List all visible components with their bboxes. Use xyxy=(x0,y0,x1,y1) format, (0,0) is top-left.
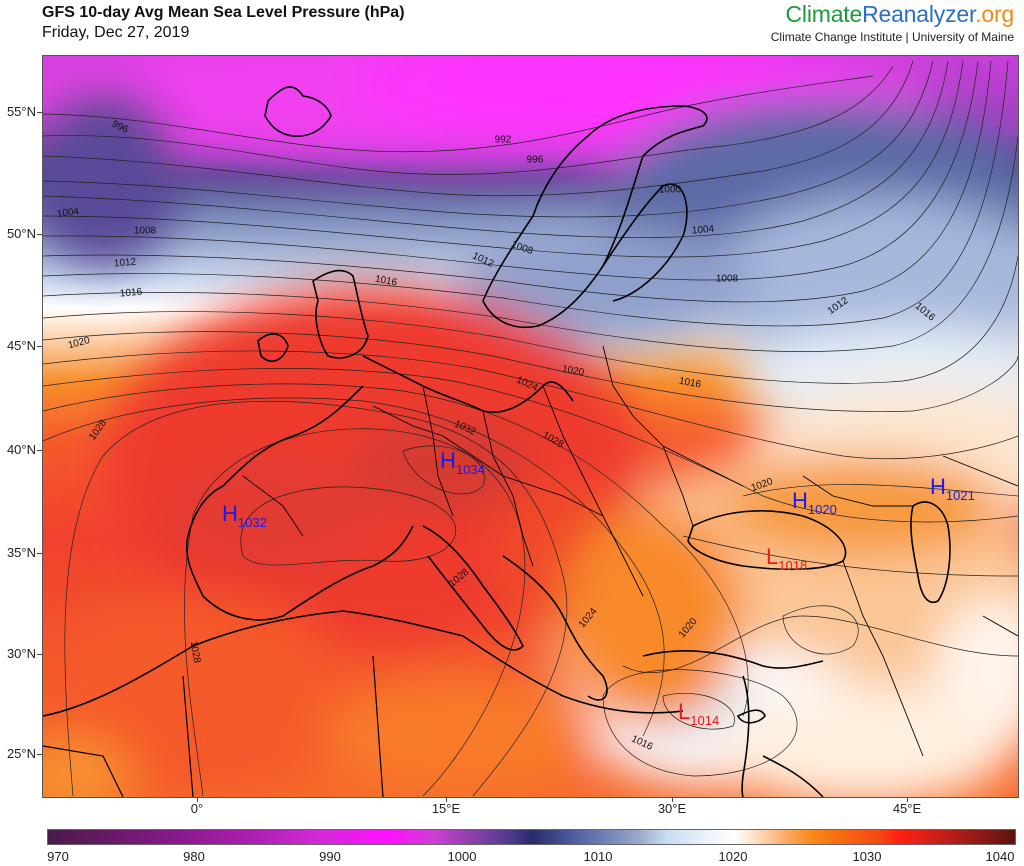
colorbar-tick-label: 980 xyxy=(183,849,205,864)
latitude-tick-mark xyxy=(37,346,42,347)
latitude-tick-mark xyxy=(37,234,42,235)
isobar-value-label: 1016 xyxy=(374,274,398,289)
pressure-system-value: 1032 xyxy=(237,515,267,530)
isobar-value-label: 1012 xyxy=(113,257,137,270)
high-pressure-label: H1034 xyxy=(440,448,485,477)
colorbar-tick-label: 1020 xyxy=(718,849,748,864)
longitude-tick-label: 45°E xyxy=(892,801,922,816)
low-pressure-label: L1018 xyxy=(766,544,808,573)
colorbar-tick-label: 1030 xyxy=(852,849,882,864)
pressure-map: 996 992 996 1000 1004 1004 1008 1008 1008 1012 101… xyxy=(42,55,1019,798)
isobar-value-label: 1000 xyxy=(659,185,682,196)
isobar-value-label: 1016 xyxy=(678,376,702,391)
brand-subtitle: Climate Change Institute | University of… xyxy=(770,30,1014,44)
isobar-value-label: 1016 xyxy=(119,287,143,300)
pressure-system-value: 1034 xyxy=(455,462,485,477)
latitude-tick-mark xyxy=(37,654,42,655)
latitude-tick-mark xyxy=(37,112,42,113)
isobar-value-label: 992 xyxy=(495,135,512,146)
pressure-system-type: H xyxy=(440,448,456,473)
pressure-system-type: H xyxy=(792,488,808,513)
longitude-tick-mark xyxy=(197,797,198,802)
latitude-tick-label: 45°N xyxy=(6,338,36,353)
map-date: Friday, Dec 27, 2019 xyxy=(42,24,190,41)
longitude-tick-mark xyxy=(446,797,447,802)
colorbar-tick-label: 990 xyxy=(319,849,341,864)
pressure-system-value: 1021 xyxy=(945,488,975,503)
isobar-value-label: 1020 xyxy=(561,364,585,379)
pressure-system-value: 1020 xyxy=(807,502,837,517)
colorbar-tick-label: 970 xyxy=(47,849,69,864)
high-pressure-label: H1032 xyxy=(222,501,267,530)
brand-logo[interactable]: ClimateReanalyzer.org xyxy=(785,1,1015,28)
pressure-system-type: H xyxy=(222,501,238,526)
colorbar-tick-label: 1010 xyxy=(583,849,613,864)
latitude-tick-label: 55°N xyxy=(6,104,36,119)
latitude-tick-label: 30°N xyxy=(6,646,36,661)
isobar-value-label: 1028 xyxy=(188,640,203,664)
pressure-system-type: H xyxy=(930,474,946,499)
isobar-value-label: 1004 xyxy=(56,206,80,220)
isobar-value-label: 996 xyxy=(527,155,544,166)
latitude-tick-label: 50°N xyxy=(6,226,36,241)
high-pressure-label: H1021 xyxy=(930,474,975,503)
longitude-tick-label: 30°E xyxy=(657,801,687,816)
latitude-tick-label: 25°N xyxy=(6,746,36,761)
latitude-tick-mark xyxy=(37,553,42,554)
map-title: GFS 10-day Avg Mean Sea Level Pressure (… xyxy=(42,4,405,21)
brand-part-org: .org xyxy=(975,1,1014,27)
latitude-tick-label: 35°N xyxy=(6,545,36,560)
longitude-tick-mark xyxy=(672,797,673,802)
longitude-tick-label: 15°E xyxy=(431,801,461,816)
pressure-colorbar xyxy=(47,829,1016,845)
longitude-tick-mark xyxy=(907,797,908,802)
pressure-system-type: L xyxy=(678,699,691,724)
country-borders xyxy=(242,345,1018,757)
low-pressure-label: L1014 xyxy=(678,699,720,728)
latitude-tick-mark xyxy=(37,754,42,755)
pressure-system-value: 1014 xyxy=(690,713,720,728)
coastlines xyxy=(43,86,951,797)
brand-part-climate: Climate xyxy=(785,1,863,27)
isobar-value-label: 1008 xyxy=(134,226,157,237)
longitude-tick-label: 0° xyxy=(190,801,204,816)
isobar-value-label: 1004 xyxy=(691,224,715,237)
pressure-system-type: L xyxy=(766,544,779,569)
high-pressure-label: H1020 xyxy=(792,488,837,517)
colorbar-tick-label: 1000 xyxy=(447,849,477,864)
brand-part-reanalyzer: Reanalyzer xyxy=(862,1,976,27)
isobar-value-label: 1008 xyxy=(716,274,739,285)
colorbar-tick-label: 1040 xyxy=(985,849,1015,864)
pressure-field xyxy=(43,56,1018,797)
latitude-tick-label: 40°N xyxy=(6,442,36,457)
latitude-tick-mark xyxy=(37,450,42,451)
pressure-system-value: 1018 xyxy=(778,558,808,573)
